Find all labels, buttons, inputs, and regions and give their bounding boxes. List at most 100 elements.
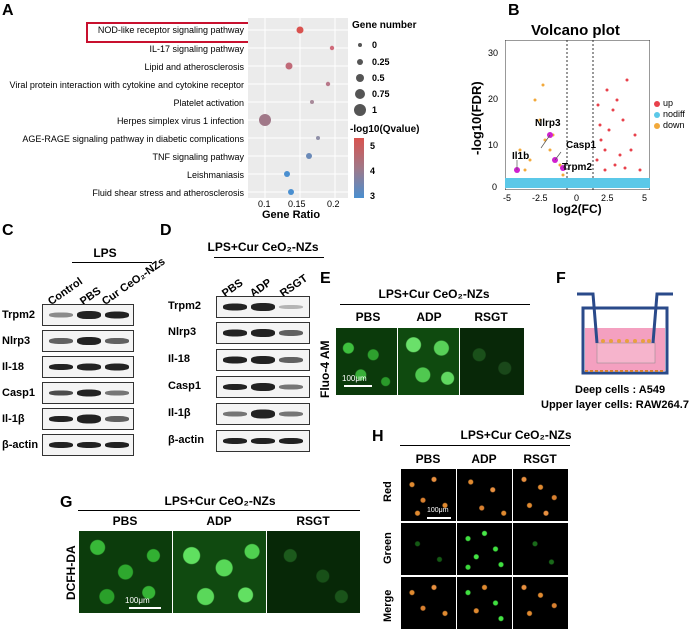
row-label: Red <box>382 481 394 502</box>
fluorescence-image <box>400 576 457 630</box>
x-tick: -2.5 <box>532 193 548 203</box>
panel-e-header: LPS+Cur CeO₂-NZs <box>378 287 490 301</box>
pathway-label: NOD-like receptor signaling pathway <box>97 25 244 35</box>
color-tick: 5 <box>370 141 376 151</box>
pathway-label: Fluid shear stress and atherosclerosis <box>92 188 244 198</box>
fluorescence-image <box>397 327 461 396</box>
row-label: Nlrp3 <box>168 326 197 338</box>
lps-underline <box>72 262 152 263</box>
legend-dot <box>356 74 364 82</box>
panel-h-underline <box>400 445 570 446</box>
x-tick: 0.2 <box>327 199 340 209</box>
legend-dot <box>654 101 660 107</box>
legend-dot <box>354 104 366 116</box>
column-label: RSGT <box>296 514 330 528</box>
legend-dot <box>654 112 660 118</box>
column-label: PBS <box>415 452 441 466</box>
western-blot <box>42 304 134 326</box>
row-label: DCFH-DA <box>64 545 78 600</box>
color-tick: 4 <box>370 166 376 176</box>
dot-point <box>288 189 294 195</box>
panel-e-label: E <box>320 270 331 287</box>
panel-c-label: C <box>2 222 14 239</box>
scale-bar-label: 100μm <box>125 596 150 605</box>
x-tick: 0 <box>574 193 580 203</box>
scale-bar-label: 100μm <box>427 507 449 514</box>
x-tick: 2.5 <box>601 193 614 203</box>
legend-label: 0 <box>372 40 378 50</box>
row-label: Fluo-4 AM <box>318 340 332 398</box>
x-tick: -5 <box>503 193 512 203</box>
panel-e-underline <box>340 304 530 305</box>
dot-point <box>316 136 320 140</box>
gene-label: Trpm2 <box>562 162 593 173</box>
panel-d-header: LPS+Cur CeO₂-NZs <box>207 240 319 254</box>
row-label: Casp1 <box>168 380 202 392</box>
fluorescence-image <box>456 576 513 630</box>
y-tick: 30 <box>488 48 499 58</box>
western-blot <box>216 322 310 344</box>
color-legend-title: -log10(Qvalue) <box>350 124 420 135</box>
column-label: ADP <box>206 514 232 528</box>
column-label: RSGT <box>474 310 508 324</box>
legend-dot <box>355 89 365 99</box>
western-blot <box>42 356 134 378</box>
fluorescence-image <box>400 522 457 576</box>
scale-bar <box>129 607 161 609</box>
volcano-y-label: -log10(FDR) <box>469 81 484 155</box>
panel-f-label: F <box>556 270 566 287</box>
dot-point <box>259 114 271 126</box>
dot-point <box>296 26 304 34</box>
color-tick: 3 <box>370 191 376 201</box>
western-blot <box>216 296 310 318</box>
pathway-label: Leishmaniasis <box>186 170 244 180</box>
x-axis-label: Gene Ratio <box>262 209 321 221</box>
western-blot <box>42 434 134 456</box>
x-tick: 0.1 <box>258 199 271 209</box>
panel-d-label: D <box>160 222 172 239</box>
dot-point <box>285 62 293 70</box>
row-label: Trpm2 <box>168 300 202 312</box>
dot-point <box>284 171 290 177</box>
column-label: ADP <box>471 452 497 466</box>
legend-label: up <box>663 98 674 108</box>
legend-title: Gene number <box>352 20 417 31</box>
row-label: Il-18 <box>168 353 191 365</box>
legend-dot <box>358 43 362 47</box>
y-tick: 10 <box>488 140 499 150</box>
dot-point <box>306 153 312 159</box>
panel-d-underline <box>214 257 324 258</box>
fluorescence-image <box>512 522 569 576</box>
row-label: Merge <box>382 589 394 622</box>
fluorescence-image <box>512 576 569 630</box>
scale-bar <box>427 517 451 519</box>
panel-h-label: H <box>372 428 384 445</box>
volcano-title: Volcano plot <box>531 22 620 39</box>
row-label: Green <box>382 532 394 564</box>
legend-label: 0.25 <box>372 57 390 67</box>
fluorescence-image <box>512 468 569 522</box>
panel-b-label: B <box>508 2 520 19</box>
deep-cells-caption: Deep cells : A549 <box>575 384 666 396</box>
western-blot <box>216 349 310 371</box>
row-label: Il-1β <box>2 413 25 425</box>
row-label: Il-1β <box>168 407 191 419</box>
pathway-label: Herpes simplex virus 1 infection <box>116 116 244 126</box>
legend-dot <box>357 59 363 65</box>
pathway-label: AGE-RAGE signaling pathway in diabetic c… <box>22 134 244 144</box>
fluorescence-image <box>459 327 525 396</box>
panel-g-label: G <box>60 494 73 511</box>
lps-header: LPS <box>93 246 117 260</box>
legend-label: 0.5 <box>372 73 385 83</box>
row-label: Nlrp3 <box>2 335 31 347</box>
western-blot <box>216 430 310 452</box>
row-label: β-actin <box>168 434 205 446</box>
gene-label: Nlrp3 <box>535 118 561 129</box>
western-blot <box>216 376 310 398</box>
legend-label: nodiff <box>663 109 685 119</box>
row-label: β-actin <box>2 439 39 451</box>
western-blot <box>216 403 310 425</box>
fluorescence-image <box>456 522 513 576</box>
legend-dot <box>654 123 660 129</box>
upper-cells-caption: Upper layer cells: RAW264.7 <box>541 399 689 411</box>
